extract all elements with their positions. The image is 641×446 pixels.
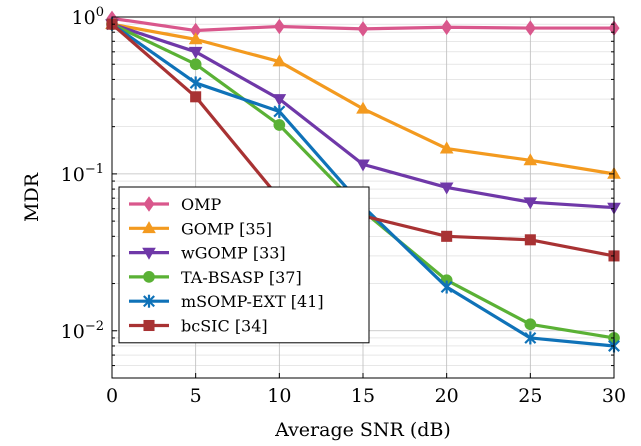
data-point-msomp-ext xyxy=(524,331,537,345)
data-point-msomp-ext xyxy=(440,280,453,294)
data-point-wgomp xyxy=(523,197,538,210)
data-point-gomp xyxy=(439,141,454,154)
legend-swatch-marker xyxy=(142,247,156,260)
legend-item-msomp-ext: mSOMP-EXT [41] xyxy=(129,292,324,311)
data-point-gomp xyxy=(188,32,203,45)
legend-item-gomp: GOMP [35] xyxy=(129,219,272,238)
data-point-omp xyxy=(190,22,202,39)
legend-label: GOMP [35] xyxy=(181,219,272,238)
data-point-ta-bsasp xyxy=(273,119,286,131)
legend-swatch-marker xyxy=(143,294,155,308)
y-tick-label: 10−1 xyxy=(61,162,104,186)
legend-swatch-marker xyxy=(143,271,155,283)
x-tick-label: 10 xyxy=(267,385,291,407)
data-point-gomp xyxy=(272,54,287,67)
data-point-bcsic xyxy=(441,230,453,242)
data-point-bcsic xyxy=(524,234,536,246)
data-point-omp xyxy=(273,18,285,35)
data-point-gomp xyxy=(356,101,370,114)
legend-item-ta-bsasp: TA-BSASP [37] xyxy=(129,268,302,287)
data-point-omp xyxy=(524,20,536,36)
legend-item-bcsic: bcSIC [34] xyxy=(129,317,268,336)
data-point-msomp-ext xyxy=(189,76,202,90)
data-point-msomp-ext xyxy=(273,104,286,118)
x-tick-label: 15 xyxy=(351,385,375,407)
data-point-ta-bsasp xyxy=(524,318,537,331)
x-tick-label: 5 xyxy=(190,385,202,407)
legend-label: mSOMP-EXT [41] xyxy=(181,292,324,311)
data-point-wgomp xyxy=(188,46,203,59)
series-gomp xyxy=(105,17,621,179)
legend-label: TA-BSASP [37] xyxy=(181,268,302,287)
legend-swatch-marker xyxy=(143,319,155,332)
ticks: 0 5 10 15 20 25 30 10−2 10−1 100 xyxy=(61,5,626,407)
y-tick-label: 10−2 xyxy=(61,319,104,343)
legend-label: OMP xyxy=(181,195,222,214)
legend-label: wGOMP [33] xyxy=(181,244,286,263)
y-axis-title: MDR xyxy=(21,172,43,222)
data-point-bcsic xyxy=(190,91,202,103)
data-point-wgomp xyxy=(356,159,370,172)
legend-box xyxy=(118,186,370,344)
data-point-wgomp xyxy=(439,182,454,195)
legend-swatch-marker xyxy=(142,221,156,234)
legend-label: bcSIC [34] xyxy=(181,317,268,336)
legend: OMP GOMP [35] wGOMP [33] TA-BSASP [37] mSOMP… xyxy=(118,186,370,344)
x-tick-label: 30 xyxy=(602,385,626,407)
x-axis-title: Average SNR (dB) xyxy=(274,419,451,441)
data-point-wgomp xyxy=(272,94,287,107)
legend-item-omp: OMP xyxy=(129,195,222,214)
data-point-gomp xyxy=(523,153,538,166)
y-tick-label: 100 xyxy=(72,5,104,29)
data-point-omp xyxy=(441,19,453,36)
data-point-omp xyxy=(357,21,369,37)
x-tick-label: 25 xyxy=(518,385,542,407)
legend-item-wgomp: wGOMP [33] xyxy=(129,244,286,263)
legend-swatch-marker xyxy=(143,196,155,212)
data-point-ta-bsasp xyxy=(189,58,202,71)
x-tick-label: 20 xyxy=(435,385,459,407)
x-tick-label: 0 xyxy=(106,385,118,407)
